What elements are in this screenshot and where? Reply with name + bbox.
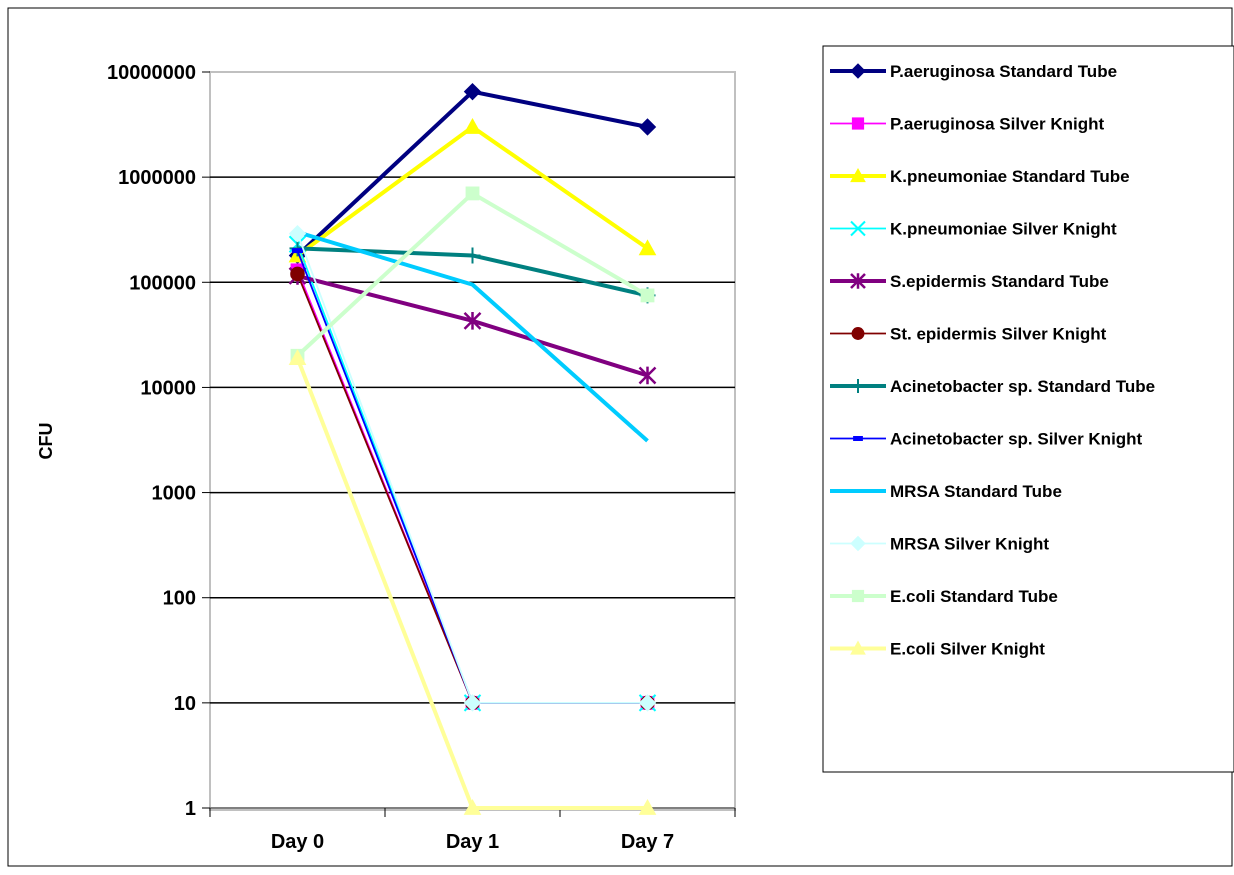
legend-item: P.aeruginosa Standard Tube [830,62,1117,81]
legend-swatch-marker [853,436,863,441]
legend-swatch-marker [850,167,866,183]
legend-item: S.epidermis Standard Tube [830,272,1109,291]
series-lines [288,82,657,815]
data-point [640,288,655,303]
data-point [463,117,482,134]
series-12 [288,349,657,815]
x-tick-label: Day 1 [446,831,499,853]
legend-swatch-marker [850,273,866,289]
series-10 [288,224,657,712]
data-point [638,366,657,385]
legend-item: E.coli Silver Knight [830,640,1045,659]
series-3 [288,117,657,263]
legend-label: E.coli Silver Knight [890,640,1045,659]
legend-label: MRSA Silver Knight [890,535,1049,554]
y-tick-label: 10000000 [107,62,196,84]
legend-swatch-marker [851,379,865,393]
y-tick-labels: 1 10 100 1000 10000 100000 1000000 10000000 [107,62,196,820]
legend-label: S.epidermis Standard Tube [890,272,1109,291]
legend-item: MRSA Standard Tube [830,482,1062,501]
series-9 [296,230,649,443]
x-tick-labels: Day 0 Day 1 Day 7 [271,831,674,853]
y-tick-label: 1 [185,798,196,820]
legend-item: K.pneumoniae Standard Tube [830,167,1130,186]
legend-item: P.aeruginosa Silver Knight [830,115,1104,134]
legend-label: P.aeruginosa Silver Knight [890,115,1104,134]
legend-label: K.pneumoniae Standard Tube [890,167,1130,186]
legend-swatch-marker [851,589,865,603]
data-point [638,798,657,815]
y-tick-label: 10000 [140,377,196,399]
data-point [463,311,482,330]
data-point [638,239,657,256]
data-point [465,186,480,201]
legend-swatch-marker [851,327,865,340]
legend-item: MRSA Silver Knight [830,535,1049,554]
data-point [463,82,482,101]
y-tick-label: 1000000 [118,167,196,189]
legend-box [822,45,1234,773]
y-tick-label: 100 [163,588,196,610]
data-point [463,694,482,712]
y-tick-label: 1000 [152,483,197,505]
legend-item: Acinetobacter sp. Standard Tube [830,377,1155,396]
data-point [638,118,657,136]
legend-item: Acinetobacter sp. Silver Knight [830,430,1143,449]
series-line [296,230,649,443]
legend-item: K.pneumoniae Silver Knight [830,220,1117,239]
legend-swatch-marker [850,220,866,237]
y-tick-label: 10 [174,693,196,715]
legend-label: St. epidermis Silver Knight [890,325,1107,344]
x-tick-label: Day 0 [271,831,324,853]
legend-swatch-marker [850,535,866,552]
x-tick-label: Day 7 [621,831,674,853]
legend-label: Acinetobacter sp. Standard Tube [890,377,1155,396]
data-point [288,224,307,243]
legend-swatch-marker [850,640,866,655]
y-tick-label: 100000 [129,272,196,294]
data-point [288,349,307,366]
legend-label: MRSA Standard Tube [890,482,1062,501]
legend-label: Acinetobacter sp. Silver Knight [890,430,1143,449]
data-point [464,247,481,264]
data-point [290,266,305,282]
legend-item: St. epidermis Silver Knight [830,325,1107,344]
legend-swatch-marker [851,117,865,130]
legend-swatch-marker [850,63,866,79]
legend: P.aeruginosa Standard Tube P.aeruginosa S… [830,62,1155,659]
data-point [638,694,657,712]
legend-label: K.pneumoniae Silver Knight [890,220,1117,239]
legend-label: E.coli Standard Tube [890,587,1058,606]
legend-label: P.aeruginosa Standard Tube [890,62,1117,81]
data-point [291,248,304,254]
y-axis-label: CFU [36,423,56,460]
data-point [463,798,482,815]
legend-item: E.coli Standard Tube [830,587,1058,606]
